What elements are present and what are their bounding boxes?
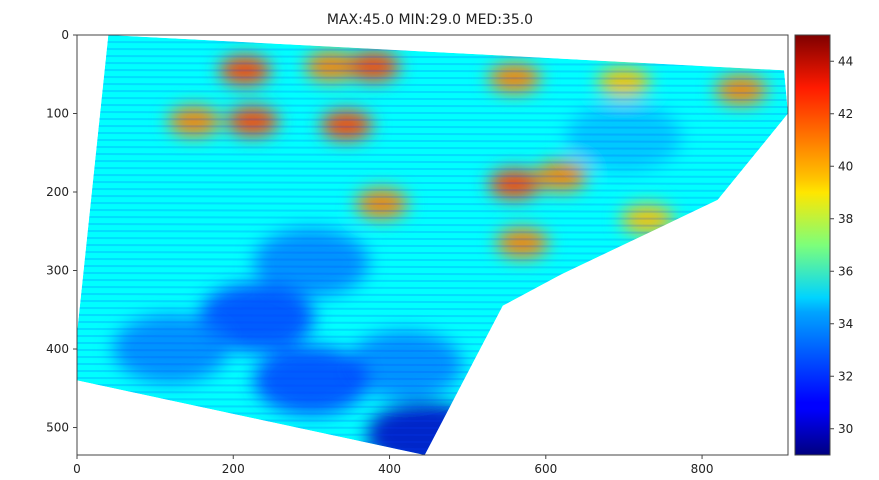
colorbar-tick-label: 32 — [838, 369, 853, 383]
hot-spot — [535, 161, 588, 192]
y-tick-label: 200 — [46, 185, 69, 199]
x-tick-label: 0 — [73, 462, 81, 476]
x-tick-label: 200 — [222, 462, 245, 476]
row-stripe — [77, 433, 788, 437]
hot-spot — [347, 51, 400, 82]
row-stripe — [77, 90, 788, 94]
row-stripe — [77, 202, 788, 206]
cool-spot — [253, 228, 370, 297]
y-tick-label: 500 — [46, 421, 69, 435]
row-stripe — [77, 181, 788, 185]
hot-spot — [304, 51, 357, 82]
chart-title: MAX:45.0 MIN:29.0 MED:35.0 — [327, 12, 533, 28]
hot-spot — [168, 106, 221, 137]
y-tick-label: 100 — [46, 107, 69, 121]
row-stripe — [77, 153, 788, 157]
colorbar-tick-label: 40 — [838, 159, 853, 173]
row-stripe — [77, 188, 788, 192]
colorbar-tick-label: 30 — [838, 422, 853, 436]
hot-spot — [320, 110, 373, 141]
cool-spot — [565, 103, 682, 172]
x-tick-label: 800 — [691, 462, 714, 476]
hot-spot — [355, 188, 408, 219]
row-stripe — [77, 111, 788, 115]
x-tick-label: 400 — [378, 462, 401, 476]
colorbar-tick-label: 42 — [838, 107, 853, 121]
row-stripe — [77, 125, 788, 129]
row-stripe — [77, 447, 788, 451]
y-tick-label: 300 — [46, 264, 69, 278]
hot-spot — [226, 106, 279, 137]
row-stripe — [77, 174, 788, 178]
hot-spot — [488, 169, 541, 200]
colorbar-tick-label: 34 — [838, 317, 853, 331]
row-stripe — [77, 216, 788, 220]
colorbar-tick-label: 38 — [838, 212, 853, 226]
row-stripe — [77, 412, 788, 416]
row-stripe — [77, 426, 788, 430]
field-heatmap — [77, 35, 788, 455]
x-axis: 0 200 400 600 800 — [73, 455, 714, 476]
hot-spot — [488, 63, 541, 94]
y-tick-label: 400 — [46, 342, 69, 356]
colorbar — [794, 34, 831, 456]
y-tick-label: 0 — [61, 28, 69, 42]
hot-spot — [597, 67, 650, 98]
row-stripe — [77, 195, 788, 199]
hot-spot — [496, 228, 549, 259]
row-stripe — [77, 167, 788, 171]
row-stripe — [77, 146, 788, 150]
colorbar-axis: 30 32 34 36 38 40 42 44 — [830, 54, 853, 436]
cool-spot — [347, 330, 464, 399]
row-stripe — [77, 104, 788, 108]
hot-spot — [715, 74, 768, 105]
row-stripe — [77, 97, 788, 101]
row-stripe — [77, 440, 788, 444]
colorbar-tick-label: 44 — [838, 54, 853, 68]
cool-spot — [253, 346, 370, 415]
y-axis: 0 100 200 300 400 500 — [46, 28, 77, 435]
x-tick-label: 600 — [534, 462, 557, 476]
row-stripe — [77, 118, 788, 122]
hot-spot — [621, 204, 674, 235]
row-stripe — [77, 76, 788, 80]
row-stripe — [77, 132, 788, 136]
row-stripe — [77, 69, 788, 73]
row-stripe — [77, 405, 788, 409]
row-stripe — [77, 139, 788, 143]
hot-spot — [218, 55, 271, 86]
cool-spot — [112, 315, 229, 384]
row-stripe — [77, 83, 788, 87]
colorbar-tick-label: 36 — [838, 264, 853, 278]
row-stripe — [77, 209, 788, 213]
row-stripe — [77, 419, 788, 423]
row-stripe — [77, 160, 788, 164]
cool-spot — [198, 283, 315, 352]
plot-frame — [76, 34, 789, 456]
row-stripe — [77, 62, 788, 66]
